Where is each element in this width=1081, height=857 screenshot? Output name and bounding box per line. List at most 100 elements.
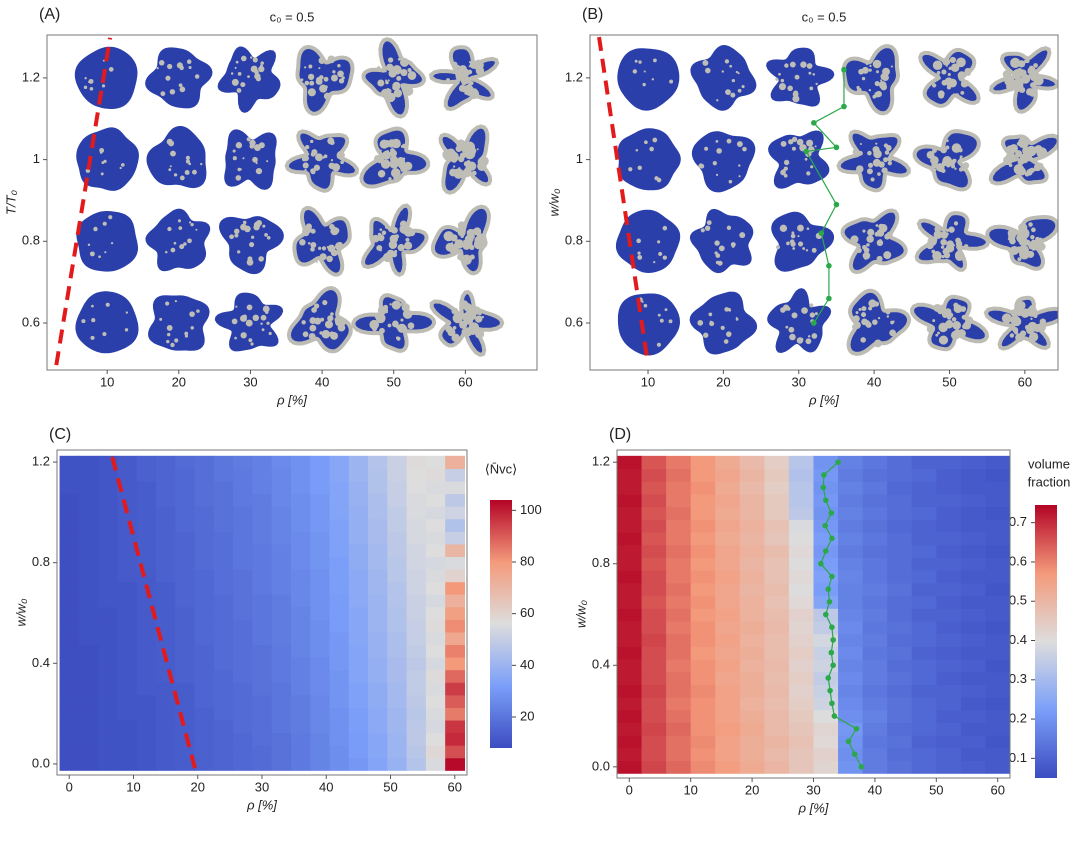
heat-cell (310, 619, 330, 632)
marker (821, 485, 827, 491)
heat-cell (936, 481, 961, 494)
vesicle-patch (715, 251, 718, 254)
vesicle-patch (305, 145, 309, 149)
vesicle-patch (883, 251, 891, 259)
heat-cell (961, 659, 986, 672)
vesicle (690, 45, 756, 111)
vesicle-patch (781, 79, 785, 83)
heat-cell (214, 657, 234, 670)
vesicle-patch (332, 70, 335, 73)
heat-cell (329, 707, 349, 720)
vesicle-patch (932, 83, 936, 87)
heat-cell (233, 670, 253, 683)
heat-cell (310, 456, 330, 469)
vesicle-patch (669, 319, 673, 323)
heat-cell (98, 632, 118, 645)
vesicle-patch (775, 78, 778, 81)
heat-cell (985, 507, 1010, 520)
marker (803, 149, 809, 155)
heat-cell (887, 570, 912, 583)
vesicle-patch (807, 227, 810, 230)
heat-cell (740, 735, 765, 748)
heat-cell (789, 583, 814, 596)
colorbar (490, 500, 512, 748)
vesicle-patch (308, 74, 314, 80)
heat-cell (329, 619, 349, 632)
vesicle-patch (408, 71, 417, 80)
vesicle-patch (946, 139, 949, 142)
vesicle-patch (234, 229, 239, 234)
vesicle-patch (404, 172, 408, 176)
heat-cell (961, 621, 986, 634)
heat-cell (666, 646, 691, 659)
vesicle-patch (1012, 317, 1021, 326)
vesicle-patch (1033, 63, 1038, 68)
vesicle-patch (175, 300, 177, 302)
vesicle-patch (236, 142, 242, 148)
vesicle-patch (963, 83, 965, 85)
vesicle-patch (165, 76, 170, 81)
heat-cell (740, 646, 765, 659)
x-tick-label: 60 (458, 374, 472, 389)
plot-area (75, 39, 502, 355)
x-tick-label: 30 (243, 374, 257, 389)
vesicle-patch (403, 157, 405, 159)
heat-cell (642, 634, 667, 647)
vesicle-patch (958, 148, 962, 152)
marker (811, 320, 817, 326)
heat-cell (961, 507, 986, 520)
heat-cell (863, 684, 888, 697)
heat-cell (156, 481, 176, 494)
heat-cell (195, 494, 215, 507)
vesicle-patch (869, 65, 871, 67)
vesicle-patch (242, 157, 244, 159)
heat-cell (642, 710, 667, 723)
vesicle-patch (331, 159, 333, 161)
heat-cell (233, 695, 253, 708)
heat-cell (214, 468, 234, 481)
heat-cell (195, 582, 215, 595)
vesicle-patch (187, 238, 192, 243)
x-tick-label: 10 (100, 374, 114, 389)
heat-cell (887, 583, 912, 596)
vesicle-patch (170, 151, 176, 157)
heat-cell (175, 506, 195, 519)
vesicle-patch (1011, 239, 1016, 244)
heat-cell (329, 644, 349, 657)
heat-cell (863, 583, 888, 596)
heat-cell (863, 456, 888, 469)
plot-area (617, 456, 1011, 774)
vesicle-patch (379, 249, 381, 251)
heat-cell (233, 682, 253, 695)
heat-cell (642, 570, 667, 583)
heat-cell (691, 456, 716, 469)
heat-cell (887, 659, 912, 672)
heat-cell (310, 720, 330, 733)
heat-cell (60, 468, 80, 481)
heat-cell (252, 695, 272, 708)
vesicle-patch (930, 156, 939, 165)
y-tick-label: 1 (576, 151, 583, 166)
heat-cell (961, 634, 986, 647)
vesicle-patch (784, 174, 788, 178)
heat-cell (740, 760, 765, 773)
heat-cell (156, 544, 176, 557)
heat-cell (691, 697, 716, 710)
vesicle-patch (251, 236, 254, 239)
heat-cell (617, 659, 642, 672)
vesicle-patch (654, 176, 658, 180)
heat-cell (368, 632, 388, 645)
heat-cell (98, 758, 118, 771)
vesicle-patch (1029, 332, 1038, 341)
heat-cell (291, 732, 311, 745)
vesicle (766, 48, 834, 107)
heat-cell (214, 481, 234, 494)
heat-cell (291, 682, 311, 695)
heat-cell (985, 532, 1010, 545)
heat-cell (79, 481, 99, 494)
marker (834, 145, 840, 151)
heat-cell (961, 519, 986, 532)
heat-cell (961, 557, 986, 570)
heat-cell (272, 619, 292, 632)
vesicle-patch (815, 83, 817, 85)
